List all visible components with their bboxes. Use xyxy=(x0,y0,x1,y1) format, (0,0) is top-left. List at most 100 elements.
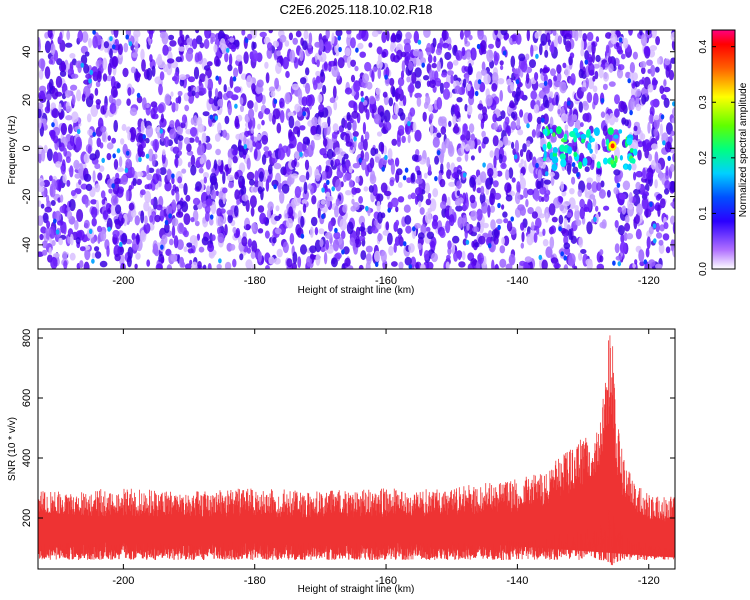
heatmap-cell xyxy=(275,205,280,212)
heatmap-cell xyxy=(113,159,119,170)
heatmap-cell xyxy=(632,72,638,81)
heatmap-cell xyxy=(341,263,346,269)
heatmap-cell xyxy=(569,52,575,59)
heatmap-cell xyxy=(250,127,254,134)
heatmap-cell-hot xyxy=(567,146,573,155)
heatmap-cell xyxy=(267,150,272,157)
heatmap-cell xyxy=(191,90,196,97)
heatmap-cell-bright xyxy=(541,117,545,123)
heatmap-cell xyxy=(464,152,469,162)
heatmap-cell xyxy=(292,37,299,45)
heatmap-cell-bright xyxy=(164,219,169,226)
heatmap-cell xyxy=(136,178,143,186)
heatmap-cell xyxy=(351,110,359,119)
heatmap-cell xyxy=(345,141,353,147)
heatmap-cell xyxy=(238,61,243,75)
heatmap-cell xyxy=(152,113,159,120)
heatmap-cell-bright xyxy=(218,258,222,264)
heatmap-cell xyxy=(202,111,210,117)
heatmap-cell-bright xyxy=(513,154,518,160)
heatmap-cell xyxy=(140,120,145,134)
heatmap-cell xyxy=(83,261,90,269)
heatmap-cell xyxy=(586,181,592,190)
heatmap-cell xyxy=(444,138,451,149)
heatmap-cell xyxy=(439,37,443,49)
heatmap-cell xyxy=(642,167,646,179)
heatmap-cell xyxy=(64,89,71,98)
heatmap-cell xyxy=(103,41,109,49)
heatmap-cell xyxy=(259,212,267,225)
heatmap-cell xyxy=(69,53,76,59)
heatmap-cell xyxy=(398,85,402,95)
heatmap-cell xyxy=(423,30,431,38)
heatmap-cell xyxy=(314,52,322,64)
heatmap-cell xyxy=(274,77,279,90)
heatmap-cell xyxy=(409,107,416,117)
heatmap-cell xyxy=(320,69,325,77)
heatmap-cell xyxy=(291,173,299,179)
heatmap-cell xyxy=(591,51,595,64)
heatmap-cell xyxy=(243,51,249,64)
heatmap-cell xyxy=(551,216,558,223)
heatmap-cell xyxy=(120,174,128,185)
heatmap-cell xyxy=(239,253,244,261)
heatmap-cell xyxy=(614,94,620,105)
heatmap-cell-hot xyxy=(578,161,583,169)
colorbar: 0.00.10.20.30.4 Normalized spectral ampl… xyxy=(698,29,749,276)
heatmap-cell xyxy=(632,262,636,269)
heatmap-cell xyxy=(393,243,397,253)
heatmap-cell xyxy=(224,164,230,172)
heatmap-cell xyxy=(256,79,264,88)
heatmap-cell xyxy=(392,113,398,120)
heatmap-cell xyxy=(367,225,373,235)
heatmap-cell-bright xyxy=(273,98,278,105)
heatmap-cell xyxy=(608,81,616,87)
heatmap-cell xyxy=(454,85,461,95)
heatmap-cell xyxy=(545,212,549,223)
heatmap-cell xyxy=(634,81,640,88)
heatmap-cell xyxy=(221,43,228,55)
heatmap-cell xyxy=(505,263,513,269)
heatmap-cell xyxy=(425,226,431,233)
y-tick-label: 40 xyxy=(21,46,33,58)
heatmap-cell xyxy=(286,258,293,268)
heatmap-cell xyxy=(288,115,295,129)
y-tick-label: 20 xyxy=(21,94,33,106)
heatmap-cell xyxy=(414,187,423,196)
heatmap-cell xyxy=(512,148,516,156)
heatmap-cell xyxy=(328,220,333,232)
heatmap-cell xyxy=(113,119,118,133)
heatmap-cell xyxy=(624,215,630,224)
heatmap-cell xyxy=(669,163,675,173)
heatmap-cell xyxy=(520,242,524,249)
heatmap-cell xyxy=(599,255,604,263)
heatmap-cell-bright xyxy=(55,229,60,235)
heatmap-cell xyxy=(175,56,182,63)
heatmap-cell xyxy=(654,151,659,164)
heatmap-cell xyxy=(171,188,175,196)
heatmap-cell xyxy=(624,222,631,232)
heatmap-cell xyxy=(381,31,387,44)
heatmap-cell xyxy=(255,91,263,103)
heatmap-cell xyxy=(540,33,548,46)
heatmap-cell-bright xyxy=(300,233,305,239)
heatmap-cell xyxy=(56,220,64,226)
heatmap-cell xyxy=(176,239,184,251)
heatmap-cell xyxy=(670,130,675,137)
heatmap-cell xyxy=(321,170,327,180)
heatmap-cell xyxy=(42,240,48,249)
heatmap-cell xyxy=(254,101,258,113)
heatmap-cell xyxy=(325,30,330,40)
heatmap-cell xyxy=(189,127,198,137)
heatmap-cell xyxy=(317,207,321,219)
heatmap-cell xyxy=(224,115,230,125)
heatmap-cell xyxy=(293,57,299,69)
x-tick-label: -140 xyxy=(506,275,528,287)
heatmap-cell xyxy=(423,172,428,179)
heatmap-cell xyxy=(55,179,63,191)
heatmap-cell xyxy=(249,179,255,186)
heatmap-cell xyxy=(133,30,141,38)
heatmap-cell xyxy=(222,187,228,194)
heatmap-cell xyxy=(489,150,494,158)
heatmap-cell xyxy=(513,68,521,75)
